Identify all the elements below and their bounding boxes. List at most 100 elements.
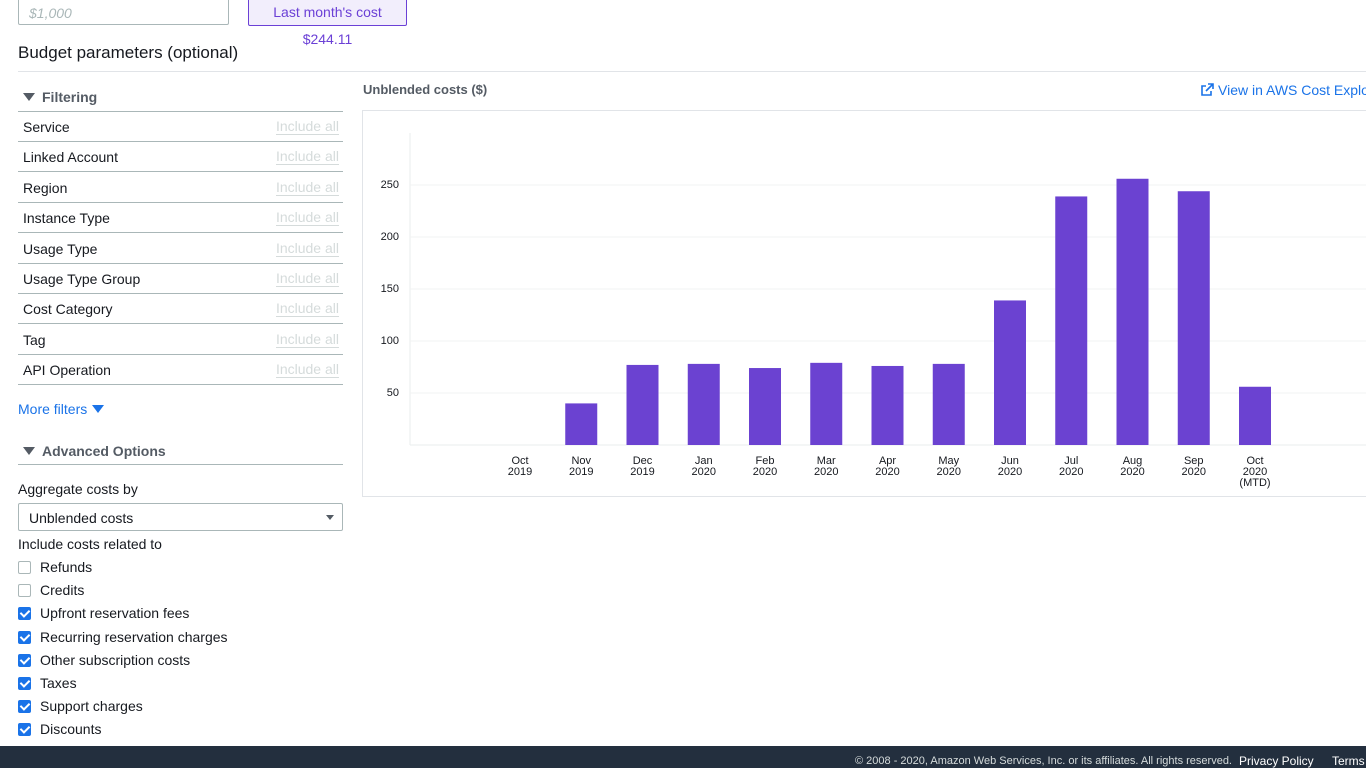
more-filters[interactable]: More filters bbox=[18, 401, 105, 417]
filter-value: Include all bbox=[275, 178, 339, 196]
copyright: © 2008 - 2020, Amazon Web Services, Inc.… bbox=[855, 755, 1232, 767]
filter-row[interactable]: API Operation Include all bbox=[18, 355, 343, 386]
x-tick-label: Oct 2020 (MTD) bbox=[1239, 455, 1270, 489]
filter-value: Include all bbox=[275, 118, 339, 135]
aggregate-label: Aggregate costs by bbox=[18, 481, 138, 497]
privacy-link[interactable]: Privacy Policy bbox=[1239, 754, 1314, 768]
aggregate-select[interactable]: Unblended costs bbox=[18, 503, 343, 531]
x-tick-label: Nov 2019 bbox=[569, 455, 593, 478]
x-tick-label: May 2020 bbox=[937, 455, 961, 478]
checkbox-label: Other subscription costs bbox=[40, 651, 191, 668]
filter-value: Include all bbox=[275, 209, 339, 227]
x-tick-label: Apr 2020 bbox=[875, 455, 899, 478]
terms-link[interactable]: Terms bbox=[1332, 754, 1365, 768]
y-tick-label: 50 bbox=[387, 387, 399, 399]
x-tick-label: Jan 2020 bbox=[692, 455, 716, 478]
bar bbox=[1177, 191, 1210, 445]
x-tick-label: Sep 2020 bbox=[1182, 455, 1206, 478]
bar bbox=[810, 362, 843, 445]
divider bbox=[18, 464, 343, 465]
bar bbox=[565, 403, 598, 445]
filter-value: Include all bbox=[275, 148, 339, 166]
y-tick-label: 200 bbox=[381, 231, 399, 243]
checkbox-label: Refunds bbox=[40, 559, 93, 575]
filter-value: Include all bbox=[275, 270, 339, 287]
chart-title: Unblended costs ($) bbox=[363, 82, 488, 97]
bar bbox=[626, 364, 659, 445]
checkbox bbox=[18, 630, 31, 644]
y-tick-label: 100 bbox=[381, 335, 399, 347]
filter-label: API Operation bbox=[23, 362, 111, 379]
more-filters-label: More filters bbox=[18, 401, 88, 417]
checkbox bbox=[18, 723, 31, 737]
checkbox bbox=[18, 653, 31, 667]
checkbox bbox=[18, 677, 31, 690]
bar bbox=[994, 300, 1026, 445]
x-tick-label: Mar 2020 bbox=[814, 455, 838, 478]
filter-row[interactable]: Instance Type Include all bbox=[18, 203, 343, 234]
bar bbox=[1116, 178, 1149, 445]
filter-value: Include all bbox=[275, 361, 339, 379]
divider bbox=[18, 71, 1366, 72]
checkbox-label: Upfront reservation fees bbox=[40, 605, 190, 622]
filter-label: Service bbox=[23, 119, 70, 135]
chart-frame bbox=[362, 110, 1366, 497]
x-tick-label: Aug 2020 bbox=[1120, 455, 1144, 478]
y-tick-label: 250 bbox=[381, 179, 399, 191]
checkbox bbox=[18, 700, 31, 714]
divider bbox=[18, 111, 343, 112]
filter-row[interactable]: Linked Account Include all bbox=[18, 142, 343, 173]
bar bbox=[932, 363, 965, 445]
link-text: View in AWS Cost Explorer bbox=[1218, 82, 1366, 98]
bar bbox=[871, 365, 904, 445]
advanced-title: Advanced Options bbox=[42, 443, 166, 459]
x-tick-label: Oct 2019 bbox=[508, 455, 532, 478]
filter-label: Cost Category bbox=[23, 301, 113, 318]
advanced-toggle[interactable]: Advanced Options bbox=[23, 443, 166, 459]
bar bbox=[1055, 196, 1088, 445]
chart: 50 100 150 200 250 Oct 2019 Nov 2019 Dec 2019 Jan 20… bbox=[362, 110, 1366, 497]
budget-amount-input[interactable]: $1,000 bbox=[18, 0, 229, 25]
checkbox-label: Taxes bbox=[40, 675, 77, 691]
filter-label: Instance Type bbox=[23, 210, 110, 227]
filter-value: Include all bbox=[275, 300, 339, 318]
bar bbox=[749, 368, 781, 445]
checkbox-label: Recurring reservation charges bbox=[40, 628, 228, 645]
x-tick-label: Dec 2019 bbox=[630, 455, 654, 478]
x-tick-label: Feb 2020 bbox=[753, 455, 777, 478]
filter-label: Usage Type Group bbox=[23, 271, 141, 287]
filter-label: Region bbox=[23, 179, 68, 196]
checkbox-label: Credits bbox=[40, 582, 85, 599]
filter-row[interactable]: Cost Category Include all bbox=[18, 294, 343, 325]
select-value: Unblended costs bbox=[29, 510, 134, 526]
bar bbox=[1239, 386, 1271, 445]
x-tick-label: Jul 2020 bbox=[1059, 455, 1083, 478]
filtering-title: Filtering bbox=[42, 89, 98, 105]
y-tick-label: 150 bbox=[381, 283, 399, 295]
filter-label: Linked Account bbox=[23, 149, 118, 166]
cost-explorer-link[interactable]: View in AWS Cost Explorer bbox=[1200, 82, 1366, 98]
x-tick-label: Jun 2020 bbox=[998, 455, 1022, 478]
placeholder: $1,000 bbox=[29, 5, 72, 21]
checkbox bbox=[18, 607, 31, 621]
filter-row[interactable]: Usage Type Group Include all bbox=[18, 264, 343, 294]
external-icon bbox=[1201, 83, 1214, 96]
footer: © 2008 - 2020, Amazon Web Services, Inc.… bbox=[0, 746, 1366, 768]
filter-row[interactable]: Usage Type Include all bbox=[18, 234, 343, 264]
filter-label: Usage Type bbox=[23, 240, 98, 257]
checkbox-label: Discounts bbox=[40, 721, 102, 738]
filter-label: Tag bbox=[23, 331, 46, 348]
checkbox bbox=[18, 561, 31, 574]
filter-value: Include all bbox=[275, 239, 339, 257]
checkbox bbox=[18, 584, 31, 598]
filtering-toggle[interactable]: Filtering bbox=[23, 89, 97, 105]
filter-row[interactable]: Region Include all bbox=[18, 173, 343, 203]
filter-row[interactable]: Service Include all bbox=[18, 112, 343, 142]
section-title: Budget parameters (optional) bbox=[18, 43, 239, 62]
bar bbox=[687, 363, 720, 445]
filter-value: Include all bbox=[275, 330, 339, 348]
checkbox-label: Support charges bbox=[40, 698, 143, 715]
filter-row[interactable]: Tag Include all bbox=[18, 325, 343, 355]
